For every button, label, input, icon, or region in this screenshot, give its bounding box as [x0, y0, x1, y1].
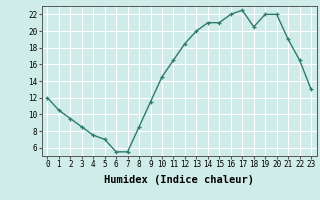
X-axis label: Humidex (Indice chaleur): Humidex (Indice chaleur) [104, 175, 254, 185]
